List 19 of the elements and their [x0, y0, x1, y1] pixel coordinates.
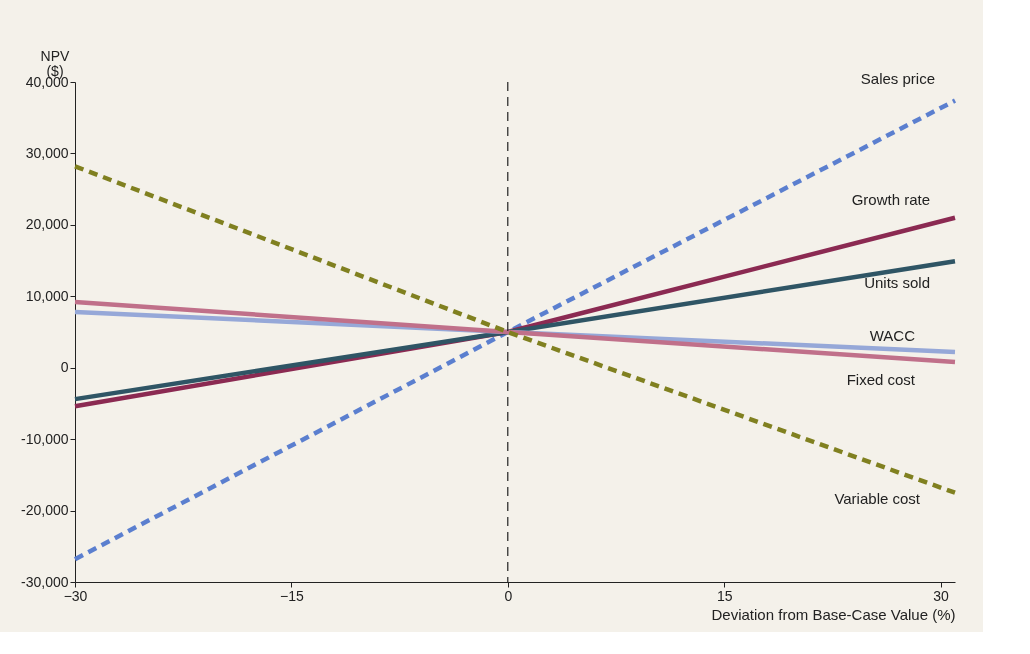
x-tick-label: −15	[280, 587, 304, 604]
x-tick-label: 0	[504, 587, 513, 604]
series-label: Variable cost	[834, 489, 921, 507]
x-axis-title: Deviation from Base-Case Value (%)	[711, 605, 956, 623]
x-tick-label: −30	[63, 587, 88, 604]
y-tick-label: -10,000	[21, 430, 69, 447]
y-tick-label: -20,000	[21, 502, 69, 519]
x-tick-label: 15	[716, 587, 733, 604]
y-tick-label: -30,000	[21, 573, 69, 590]
series-label: WACC	[869, 327, 916, 344]
y-tick-label: 20,000	[25, 216, 69, 233]
series-label: Units sold	[864, 274, 930, 292]
series-label: Fixed cost	[846, 371, 916, 388]
y-tick-label: 10,000	[25, 287, 69, 304]
series-label: Sales price	[860, 69, 935, 87]
y-tick-label: 0	[60, 359, 69, 376]
series-label: Growth rate	[851, 190, 930, 208]
x-tick-label: 30	[933, 587, 950, 604]
y-tick-label: 30,000	[25, 144, 69, 161]
